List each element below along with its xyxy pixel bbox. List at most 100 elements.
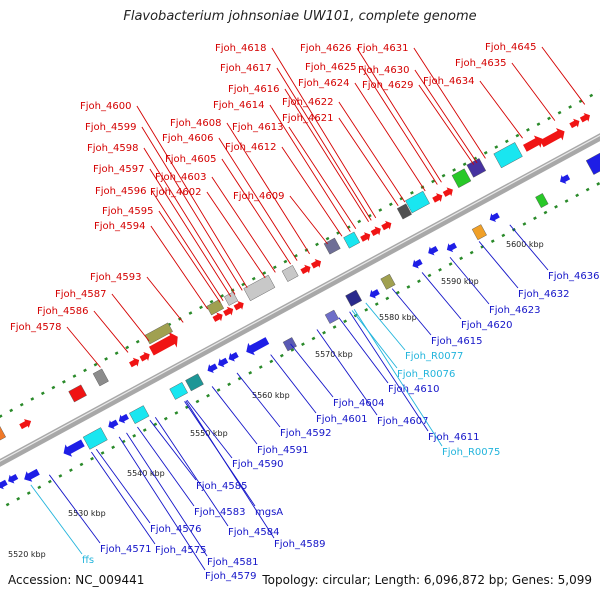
tick-mark bbox=[325, 236, 330, 241]
leader-line bbox=[118, 436, 206, 571]
tick-mark bbox=[26, 491, 31, 495]
tick-mark bbox=[216, 388, 221, 392]
gene-label: Fjoh_4621 bbox=[282, 113, 333, 124]
gene-label: Fjoh_4571 bbox=[100, 544, 151, 555]
leader-line bbox=[151, 190, 224, 302]
leader-line bbox=[354, 82, 426, 192]
gene-label: ffs bbox=[82, 555, 94, 566]
tick-mark bbox=[195, 399, 200, 404]
gene-arrow bbox=[24, 468, 40, 482]
gene-box bbox=[493, 142, 523, 169]
gene-feature bbox=[8, 474, 19, 484]
tick-mark bbox=[301, 342, 305, 347]
gene-feature bbox=[82, 427, 108, 450]
gene-arrow bbox=[300, 264, 311, 275]
tick-mark bbox=[568, 105, 573, 109]
tick-mark bbox=[174, 411, 179, 415]
tick-mark bbox=[490, 239, 495, 243]
gene-arrow bbox=[19, 419, 32, 430]
gene-arrow bbox=[118, 413, 129, 424]
tick-mark bbox=[427, 273, 432, 278]
gene-feature bbox=[451, 168, 472, 188]
gene-feature bbox=[212, 312, 223, 322]
tick-mark bbox=[526, 128, 530, 132]
tick-mark bbox=[343, 319, 348, 324]
gene-arrow bbox=[432, 193, 443, 203]
leader-line bbox=[361, 66, 438, 185]
tick-mark bbox=[209, 299, 214, 304]
gene-label: Fjoh_4590 bbox=[232, 459, 283, 470]
gene-arrow bbox=[8, 474, 19, 484]
gene-arrow bbox=[370, 226, 381, 236]
tick-mark bbox=[51, 385, 56, 390]
gene-label: Fjoh_4591 bbox=[257, 445, 308, 456]
leader-line bbox=[391, 288, 432, 336]
tick-mark bbox=[596, 182, 600, 186]
gene-label: Fjoh_4579 bbox=[205, 571, 256, 582]
gene-box bbox=[243, 274, 276, 302]
tick-mark bbox=[589, 93, 594, 98]
gene-label: Fjoh_4614 bbox=[213, 100, 264, 111]
tick-mark bbox=[441, 173, 446, 178]
tick-mark bbox=[564, 199, 569, 203]
bottom-tick-row bbox=[5, 182, 600, 507]
gene-feature bbox=[149, 331, 178, 356]
leader-line bbox=[418, 84, 475, 165]
leader-line bbox=[137, 426, 195, 507]
gene-label: Fjoh_4601 bbox=[316, 414, 367, 425]
gene-arrow bbox=[442, 187, 453, 197]
tick-mark bbox=[69, 468, 73, 472]
gene-box bbox=[466, 158, 487, 178]
leader-line bbox=[421, 272, 462, 320]
tick-mark bbox=[132, 434, 137, 438]
gene-label: Fjoh_4620 bbox=[461, 320, 512, 331]
leader-line bbox=[185, 400, 275, 539]
gene-arrow bbox=[523, 135, 543, 152]
gene-label: Fjoh_R0076 bbox=[397, 369, 455, 380]
leader-line bbox=[271, 47, 377, 219]
gene-label: Fjoh_4631 bbox=[357, 43, 408, 54]
gene-feature bbox=[233, 300, 244, 311]
leader-line bbox=[158, 210, 221, 303]
gene-label: Fjoh_4634 bbox=[423, 76, 474, 87]
gene-label: Fjoh_4629 bbox=[362, 80, 413, 91]
kbp-tick-label: 5530 kbp bbox=[68, 509, 106, 518]
gene-label: Fjoh_4618 bbox=[215, 43, 266, 54]
gene-arrow bbox=[233, 300, 244, 311]
tick-mark bbox=[557, 110, 562, 115]
tick-mark bbox=[100, 451, 105, 455]
tick-mark bbox=[332, 325, 337, 329]
gene-label: Fjoh_4598 bbox=[87, 143, 138, 154]
gene-feature bbox=[68, 384, 87, 403]
tick-mark bbox=[322, 330, 326, 335]
gene-feature bbox=[428, 245, 439, 256]
gene-arrow bbox=[360, 232, 371, 242]
gene-label: Fjoh_4622 bbox=[282, 97, 333, 108]
gene-feature bbox=[380, 273, 396, 290]
gene-arrow bbox=[207, 363, 218, 373]
tick-mark bbox=[522, 222, 527, 226]
gene-arrow bbox=[218, 357, 229, 368]
gene-box bbox=[405, 190, 430, 214]
gene-feature bbox=[19, 419, 32, 430]
tick-mark bbox=[311, 336, 316, 341]
leader-line bbox=[365, 302, 406, 351]
kbp-tick-label: 5580 kbp bbox=[379, 313, 417, 322]
gene-label: Fjoh_4593 bbox=[90, 272, 141, 283]
gene-feature bbox=[585, 148, 600, 175]
gene-feature bbox=[323, 237, 341, 255]
gene-label: Fjoh_4617 bbox=[220, 63, 271, 74]
leader-line bbox=[269, 104, 351, 232]
tick-mark bbox=[279, 353, 284, 358]
gene-feature bbox=[0, 479, 8, 490]
tick-mark bbox=[448, 262, 453, 266]
leader-line bbox=[284, 88, 370, 223]
leader-line bbox=[149, 419, 197, 481]
gene-feature bbox=[118, 413, 129, 424]
leader-line bbox=[356, 47, 442, 183]
tick-mark bbox=[378, 208, 383, 212]
tick-mark bbox=[199, 305, 203, 310]
gene-arrow bbox=[129, 357, 140, 368]
kbp-tick-label: 5560 kbp bbox=[252, 391, 290, 400]
